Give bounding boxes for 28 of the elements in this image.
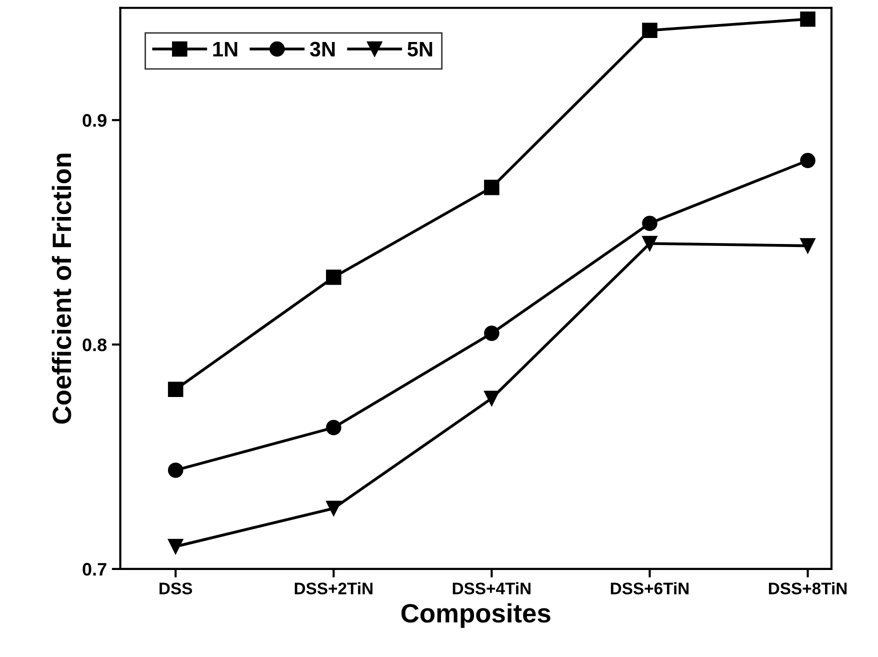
point bbox=[642, 236, 658, 252]
point bbox=[168, 538, 184, 554]
x-tick-label: DSS+4TiN bbox=[452, 582, 530, 594]
x-tick-label: DSS+8TiN bbox=[768, 582, 847, 594]
point bbox=[484, 390, 500, 406]
legend-label: 1N bbox=[213, 42, 238, 56]
y-tick-label: 0.7 bbox=[82, 562, 106, 576]
point bbox=[168, 462, 184, 478]
point bbox=[642, 216, 658, 231]
legend-label: 3N bbox=[310, 42, 335, 57]
point bbox=[484, 180, 500, 196]
x-tick-label: DSS+6TiN bbox=[610, 582, 689, 594]
x-tick-label: DSS+2TiN bbox=[294, 582, 372, 594]
point bbox=[168, 382, 184, 398]
point bbox=[642, 22, 658, 38]
point bbox=[800, 152, 816, 168]
point bbox=[800, 11, 816, 27]
point bbox=[484, 326, 500, 341]
point bbox=[326, 420, 342, 436]
y-tick-label: 0.8 bbox=[82, 338, 107, 352]
point bbox=[326, 500, 342, 516]
x-tick-label: DSS bbox=[160, 582, 192, 594]
point bbox=[326, 270, 342, 285]
y-axis-title: Coefficient of Friction bbox=[52, 154, 72, 424]
legend-label: 5N bbox=[408, 42, 432, 57]
point bbox=[800, 238, 816, 254]
x-axis-title: Composites bbox=[401, 603, 550, 628]
y-tick-label: 0.9 bbox=[82, 114, 106, 127]
